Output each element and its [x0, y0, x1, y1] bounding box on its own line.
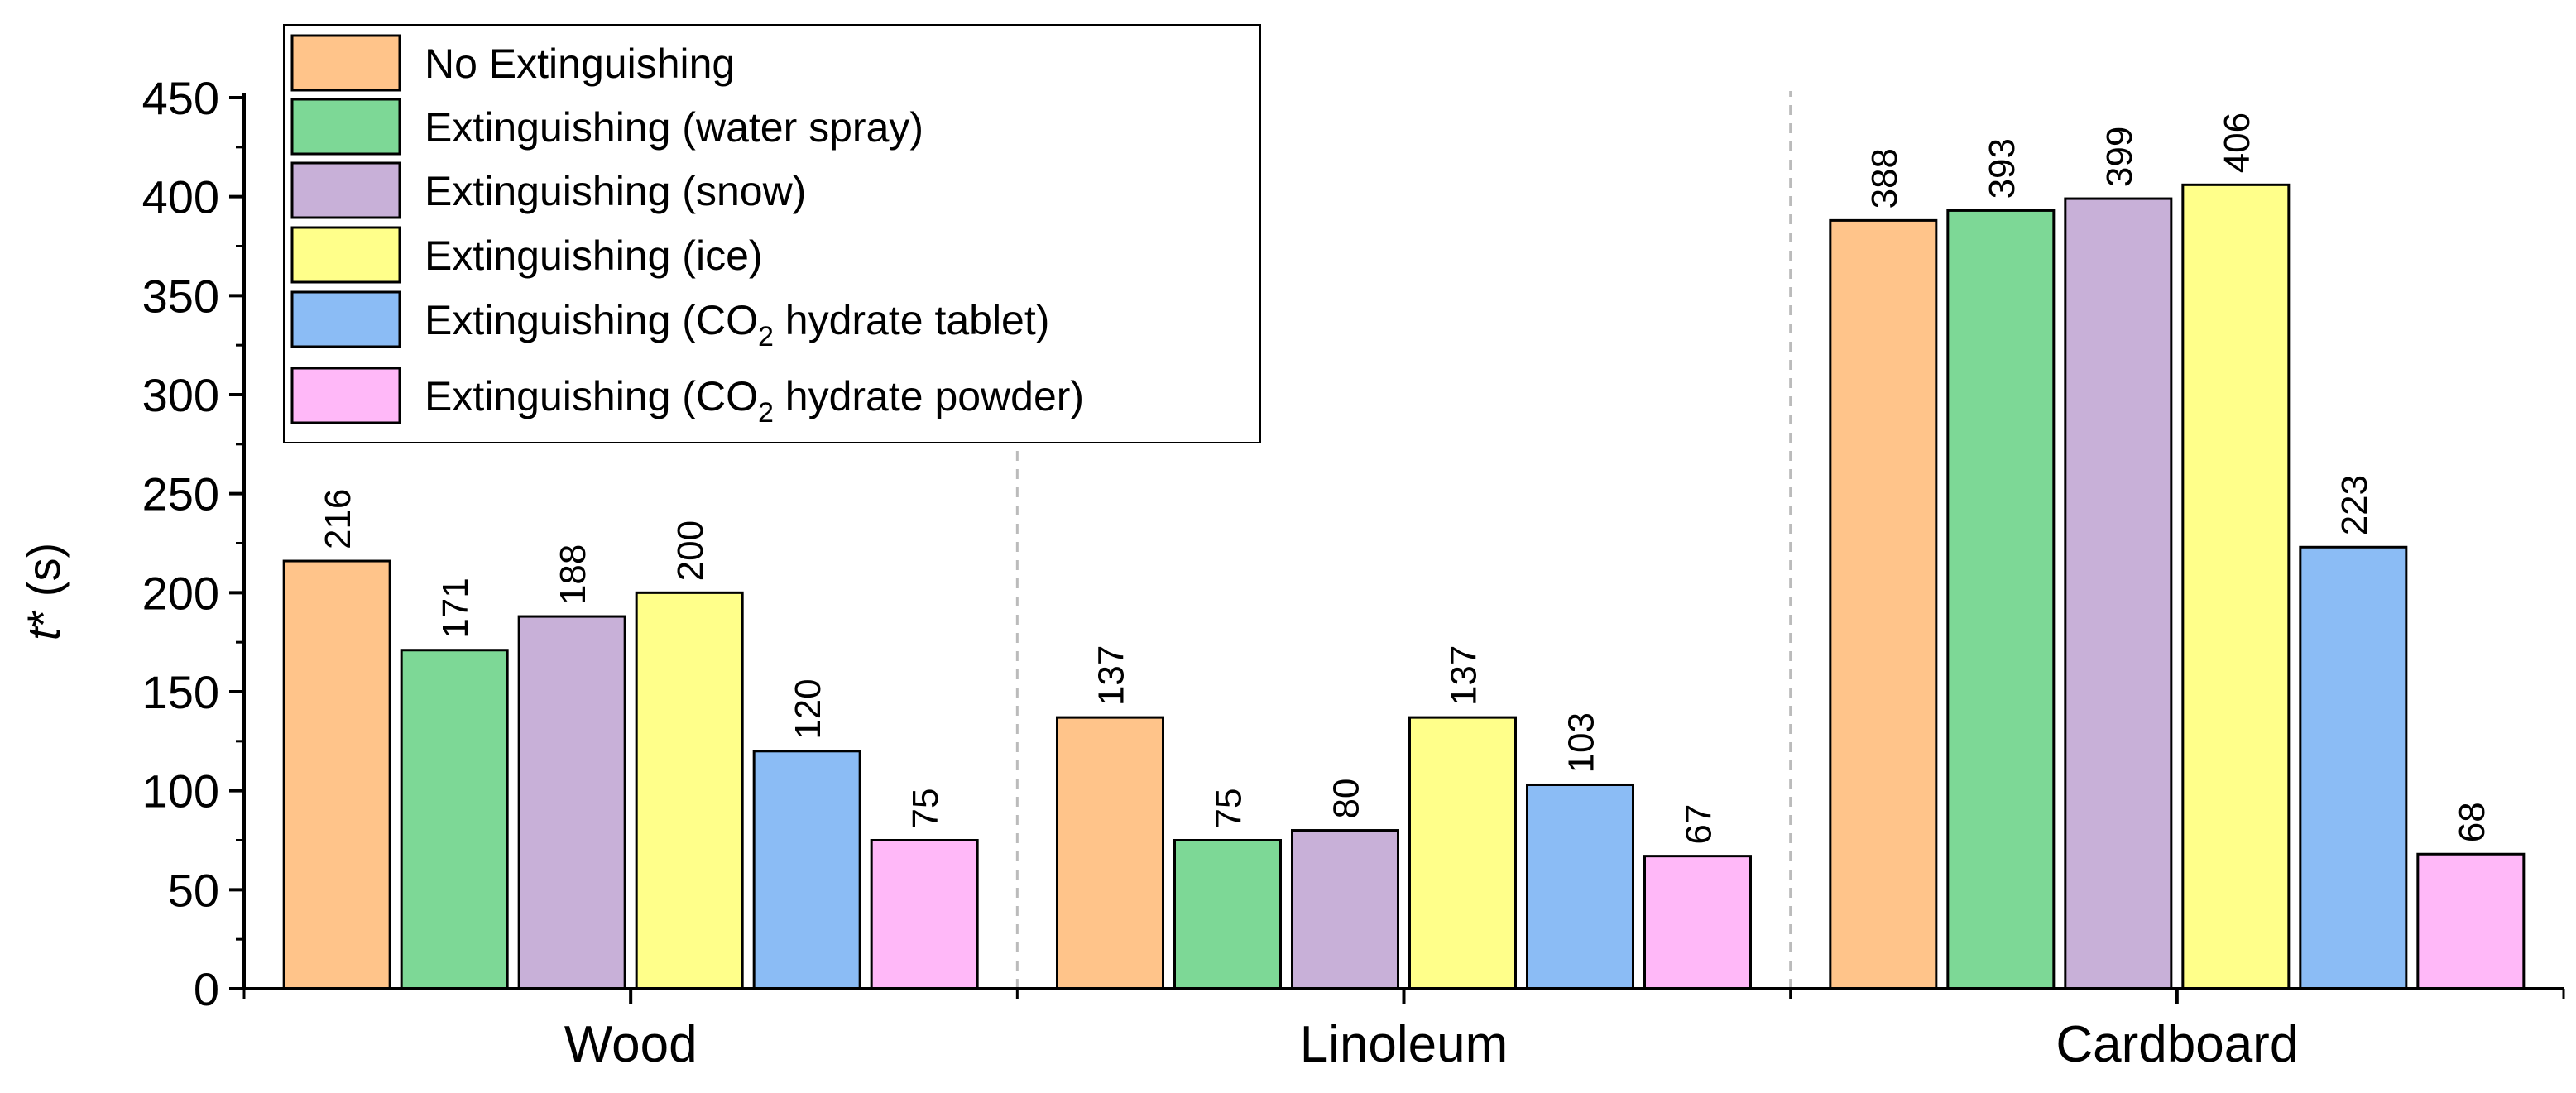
- data-label: 223: [2334, 475, 2375, 535]
- x-tick-label: Wood: [564, 1016, 698, 1073]
- legend-entry-label: No Extinguishing: [425, 41, 735, 87]
- legend-entry-label: Extinguishing (snow): [425, 168, 806, 214]
- y-axis-label-symbol: t: [17, 626, 70, 640]
- bar: [1829, 218, 1938, 990]
- data-label: 200: [670, 520, 711, 581]
- legend-entry-label: Extinguishing (water spray): [425, 104, 923, 151]
- legend-entry-label: Extinguishing (CO2 hydrate tablet): [425, 297, 1049, 352]
- bar: [1291, 829, 1399, 990]
- y-axis-label: t* (s): [17, 543, 70, 640]
- data-label: 137: [1444, 645, 1485, 706]
- legend-entry-label: Extinguishing (CO2 hydrate powder): [425, 373, 1084, 429]
- data-label: 120: [788, 678, 828, 739]
- data-label: 68: [2452, 802, 2492, 842]
- y-tick-label: 350: [142, 270, 219, 322]
- bar: [2416, 852, 2526, 990]
- bar: [1946, 209, 2056, 990]
- data-label: 216: [318, 489, 358, 549]
- y-tick-label: 100: [142, 765, 219, 817]
- bar: [635, 591, 744, 990]
- legend-box: [283, 24, 1261, 443]
- data-label: 388: [1864, 148, 1905, 209]
- y-tick-label: 400: [142, 171, 219, 223]
- legend-text-part: Extinguishing (water spray): [425, 104, 923, 151]
- data-label: 137: [1091, 645, 1132, 706]
- data-label: 80: [1326, 779, 1367, 819]
- legend-text-part: Extinguishing (CO: [425, 373, 758, 419]
- bar: [870, 839, 979, 990]
- bar: [400, 649, 509, 990]
- data-label: 188: [553, 544, 593, 605]
- legend-subscript: 2: [758, 397, 774, 429]
- data-label: 75: [1209, 789, 1250, 829]
- legend-swatch: [290, 226, 401, 284]
- legend-text-part: Extinguishing (ice): [425, 233, 763, 279]
- x-tick-label: Cardboard: [2056, 1016, 2298, 1073]
- legend-swatch: [290, 98, 401, 156]
- bars-group: 216 137 388 171 75 393 188 80 399 200 137 406 120 103…: [282, 113, 2526, 990]
- bar: [2181, 183, 2291, 990]
- y-tick-label: 450: [142, 72, 219, 124]
- legend-text-part: hydrate powder): [774, 373, 1084, 419]
- x-tick-label: Linoleum: [1300, 1016, 1509, 1073]
- legend-swatch: [290, 290, 401, 348]
- data-label: 406: [2217, 113, 2257, 173]
- data-label: 67: [1679, 804, 1720, 845]
- y-tick-label: 250: [142, 468, 219, 520]
- y-tick-label: 0: [194, 963, 219, 1015]
- y-tick-label: 300: [142, 369, 219, 421]
- legend-swatch: [290, 161, 401, 219]
- bar: [1526, 783, 1634, 990]
- data-label: 399: [2099, 127, 2140, 187]
- legend: No Extinguishing Extinguishing (water spr…: [283, 24, 1261, 443]
- bar: [282, 559, 391, 990]
- legend-subscript: 2: [758, 321, 774, 352]
- bar: [2064, 197, 2173, 990]
- data-label: 171: [435, 578, 476, 638]
- data-label: 75: [905, 789, 946, 829]
- bar: [752, 750, 861, 990]
- axes-group: 0 50 100 150 200 250 300 350 400 450 Wood Linoleum C…: [142, 72, 2565, 1073]
- bar: [517, 615, 626, 990]
- bar: [1173, 839, 1282, 990]
- bar: [1643, 855, 1752, 990]
- legend-text-part: Extinguishing (CO: [425, 297, 758, 343]
- y-tick-label: 50: [168, 864, 219, 916]
- bar: [2299, 545, 2408, 990]
- legend-text-part: Extinguishing (snow): [425, 168, 806, 214]
- legend-swatch: [290, 34, 401, 92]
- legend-text-part: hydrate tablet): [774, 297, 1050, 343]
- data-label: 393: [1982, 138, 2022, 199]
- legend-entry-label: Extinguishing (ice): [425, 233, 763, 279]
- bar: [1056, 716, 1164, 990]
- bar: [1408, 716, 1517, 990]
- y-tick-label: 150: [142, 666, 219, 718]
- y-axis-label-unit: * (s): [17, 543, 70, 628]
- y-tick-label: 200: [142, 567, 219, 619]
- legend-text-part: No Extinguishing: [425, 41, 735, 87]
- legend-swatch: [290, 367, 401, 424]
- data-label: 103: [1561, 712, 1602, 773]
